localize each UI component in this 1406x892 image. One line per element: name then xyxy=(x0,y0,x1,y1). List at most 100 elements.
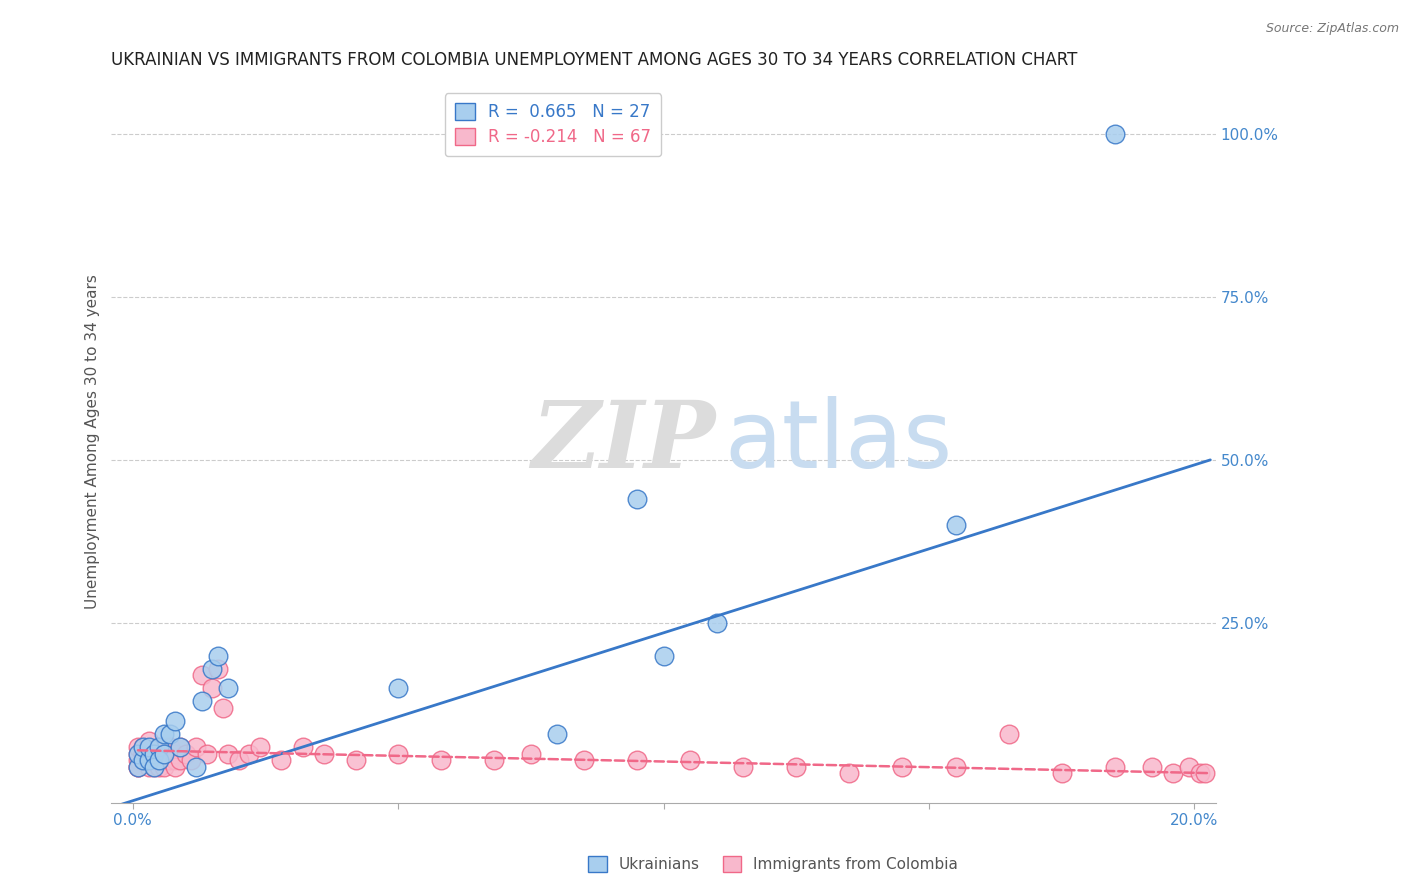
Point xyxy=(165,747,187,761)
Point xyxy=(217,681,239,696)
Point xyxy=(138,747,160,761)
Point xyxy=(626,491,648,506)
Point xyxy=(180,753,202,767)
Point xyxy=(207,648,229,663)
Point xyxy=(127,753,149,767)
Point xyxy=(186,739,208,754)
Point xyxy=(142,747,165,761)
Point xyxy=(429,753,451,767)
Point xyxy=(148,753,170,767)
Point xyxy=(291,739,314,754)
Point xyxy=(132,747,155,761)
Point xyxy=(159,739,181,754)
Point xyxy=(201,662,224,676)
Point xyxy=(186,759,208,773)
Point xyxy=(132,747,155,761)
Point xyxy=(733,759,755,773)
Point xyxy=(132,753,155,767)
Point xyxy=(153,747,176,761)
Point xyxy=(138,759,160,773)
Point xyxy=(891,759,914,773)
Point xyxy=(127,739,149,754)
Point xyxy=(1104,759,1126,773)
Text: ZIP: ZIP xyxy=(531,397,716,487)
Point xyxy=(190,668,212,682)
Point xyxy=(153,727,176,741)
Point xyxy=(142,753,165,767)
Point xyxy=(270,753,292,767)
Point xyxy=(1050,766,1073,780)
Point xyxy=(1140,759,1163,773)
Point xyxy=(138,753,160,767)
Point xyxy=(312,747,335,761)
Point xyxy=(706,615,728,630)
Point xyxy=(165,759,187,773)
Point xyxy=(138,739,160,754)
Point xyxy=(132,753,155,767)
Point xyxy=(132,753,155,767)
Point xyxy=(387,681,409,696)
Point xyxy=(249,739,271,754)
Point xyxy=(174,747,197,761)
Point xyxy=(132,739,155,754)
Point xyxy=(153,747,176,761)
Point xyxy=(945,518,967,533)
Point xyxy=(153,753,176,767)
Point xyxy=(207,662,229,676)
Legend: R =  0.665   N = 27, R = -0.214   N = 67: R = 0.665 N = 27, R = -0.214 N = 67 xyxy=(444,94,661,156)
Point xyxy=(1104,127,1126,141)
Point xyxy=(520,747,543,761)
Point xyxy=(138,733,160,747)
Point xyxy=(1178,759,1201,773)
Point xyxy=(195,747,218,761)
Point xyxy=(132,739,155,754)
Point xyxy=(165,714,187,728)
Point xyxy=(153,759,176,773)
Point xyxy=(127,759,149,773)
Text: Source: ZipAtlas.com: Source: ZipAtlas.com xyxy=(1265,22,1399,36)
Point xyxy=(148,759,170,773)
Point xyxy=(201,681,224,696)
Point xyxy=(142,759,165,773)
Point xyxy=(148,753,170,767)
Point xyxy=(127,759,149,773)
Point xyxy=(138,753,160,767)
Point xyxy=(785,759,807,773)
Point xyxy=(626,753,648,767)
Point xyxy=(1188,766,1211,780)
Point xyxy=(679,753,702,767)
Point xyxy=(228,753,250,767)
Y-axis label: Unemployment Among Ages 30 to 34 years: Unemployment Among Ages 30 to 34 years xyxy=(86,275,100,609)
Point xyxy=(572,753,595,767)
Point xyxy=(169,753,191,767)
Point xyxy=(159,727,181,741)
Point xyxy=(217,747,239,761)
Point xyxy=(169,739,191,754)
Legend: Ukrainians, Immigrants from Colombia: Ukrainians, Immigrants from Colombia xyxy=(581,848,966,880)
Point xyxy=(127,747,149,761)
Point xyxy=(169,739,191,754)
Point xyxy=(344,753,367,767)
Point xyxy=(148,739,170,754)
Point xyxy=(945,759,967,773)
Point xyxy=(159,753,181,767)
Point xyxy=(127,747,149,761)
Point xyxy=(142,759,165,773)
Point xyxy=(838,766,860,780)
Point xyxy=(142,747,165,761)
Point xyxy=(482,753,505,767)
Point xyxy=(127,759,149,773)
Text: atlas: atlas xyxy=(724,396,952,488)
Point xyxy=(190,694,212,708)
Point xyxy=(1194,766,1216,780)
Point xyxy=(1161,766,1184,780)
Point xyxy=(212,701,235,715)
Point xyxy=(546,727,568,741)
Point xyxy=(238,747,260,761)
Point xyxy=(138,753,160,767)
Point xyxy=(387,747,409,761)
Point xyxy=(165,753,187,767)
Point xyxy=(148,739,170,754)
Text: UKRAINIAN VS IMMIGRANTS FROM COLOMBIA UNEMPLOYMENT AMONG AGES 30 TO 34 YEARS COR: UKRAINIAN VS IMMIGRANTS FROM COLOMBIA UN… xyxy=(111,51,1078,69)
Point xyxy=(652,648,675,663)
